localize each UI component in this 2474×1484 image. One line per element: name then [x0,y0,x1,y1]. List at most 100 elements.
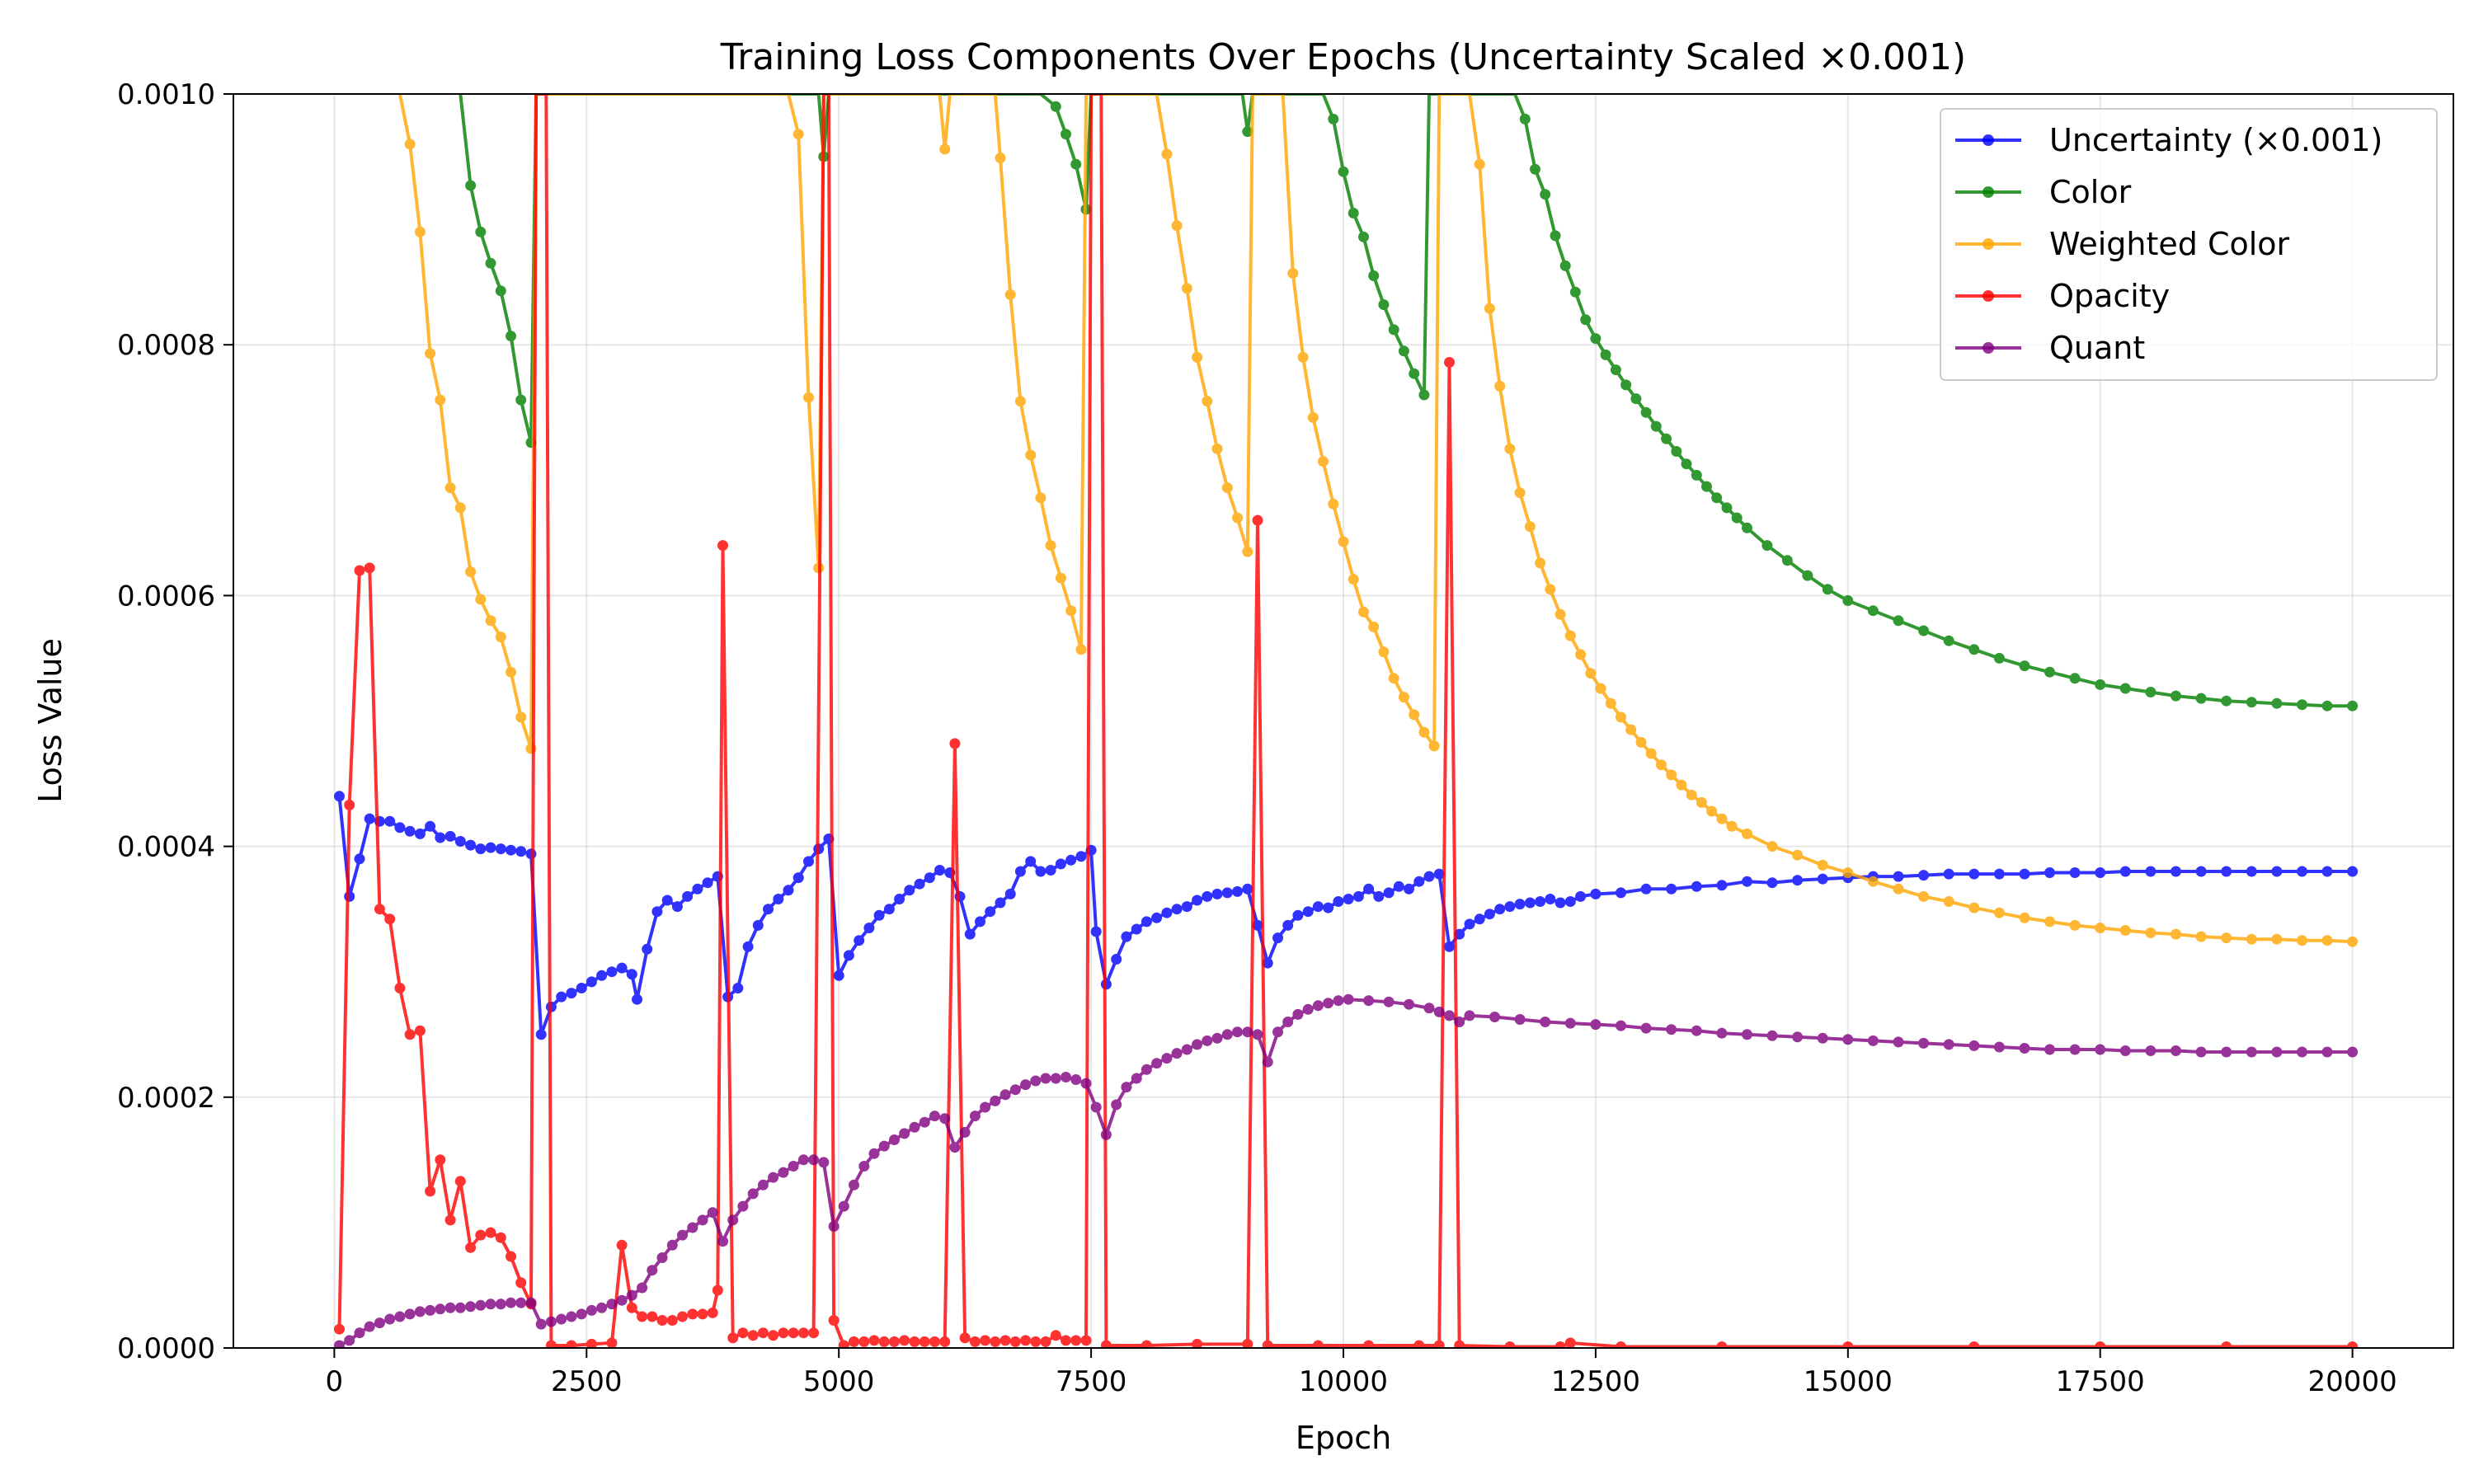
data-point [485,257,496,269]
data-point [929,1336,940,1347]
data-point [586,1338,597,1348]
x-tick-label: 0 [326,1365,344,1398]
data-point [606,1298,618,1310]
data-point [1545,894,1556,904]
data-point [1817,1032,1828,1044]
data-point [1100,1129,1112,1140]
data-point [1075,644,1087,655]
data-point [1070,1335,1082,1346]
data-point [1232,512,1243,524]
data-point [2297,1046,2307,1058]
data-point [1418,726,1430,738]
data-point [1766,877,1778,889]
data-point [2321,1046,2333,1058]
data-point [1742,828,1752,839]
data-point [1616,1020,1626,1031]
data-point [899,1335,910,1346]
data-point [1121,1082,1132,1093]
data-point [1221,887,1233,899]
data-point [1383,996,1395,1007]
data-point [1409,709,1420,721]
data-point [863,923,875,933]
data-point [1842,867,1854,878]
data-point [1050,1073,1061,1084]
data-point [1993,907,2005,918]
series-layer [334,94,2359,1348]
data-point [1968,1040,1980,1051]
data-point [637,1282,648,1294]
data-point [707,1307,718,1318]
data-point [495,1232,506,1243]
data-point [1681,458,1692,470]
data-point [1383,887,1395,899]
data-point [1045,865,1056,876]
data-point [414,226,426,237]
data-point [1514,487,1526,499]
data-point [1388,324,1399,336]
data-point [2195,693,2207,704]
data-point [1666,769,1677,781]
data-point [1918,890,1930,902]
data-point [1363,995,1375,1007]
data-point [1444,357,1455,368]
data-point [803,392,814,403]
data-point [717,1236,728,1247]
data-point [515,394,527,406]
data-point [1090,1101,1102,1113]
data-point [1943,868,1954,880]
data-point [404,825,416,837]
data-point [793,872,804,884]
data-point [1742,522,1752,533]
data-point [677,1311,688,1322]
data-point [964,928,976,940]
data-point [1232,1026,1243,1038]
data-point [1242,546,1253,557]
data-point [2271,1046,2283,1058]
data-point [833,970,844,981]
data-point [2321,866,2333,877]
data-point [1025,449,1037,461]
data-point [1595,683,1606,694]
series-color [459,94,2359,711]
data-point [1716,880,1728,891]
data-point [506,331,516,342]
data-point [1968,1341,1980,1348]
data-point [858,1161,870,1172]
data-point [1282,1017,1294,1027]
data-point [2297,935,2307,946]
data-point [374,1317,385,1329]
y-tick-label: 0.0004 [117,831,215,864]
data-point [334,1323,345,1335]
data-point [435,394,446,406]
data-point [616,1239,628,1251]
data-point [1413,876,1425,887]
data-point [1181,283,1192,294]
data-point [1842,595,1854,606]
data-point [1661,433,1672,444]
data-point [808,1154,820,1166]
data-point [1545,584,1556,595]
x-tick-label: 15000 [1804,1365,1893,1398]
data-point [1423,1003,1435,1014]
data-point [1211,443,1223,454]
legend-label: Opacity [2049,278,2170,314]
data-point [556,1313,567,1325]
data-point [727,1332,739,1344]
data-point [1388,673,1399,684]
data-point [626,969,637,980]
data-point [985,906,996,918]
data-point [1312,1000,1324,1012]
data-point [506,844,516,856]
data-point [1232,885,1243,897]
data-point [909,1336,920,1347]
data-point [2297,866,2307,877]
data-point [637,1311,648,1322]
data-point [1065,854,1077,866]
data-point [1540,1017,1551,1027]
data-point [1802,570,1813,581]
data-point [1070,158,1082,170]
data-point [1842,1034,1854,1045]
data-point [425,820,436,832]
data-point [1312,1340,1324,1348]
data-point [1822,584,1833,595]
